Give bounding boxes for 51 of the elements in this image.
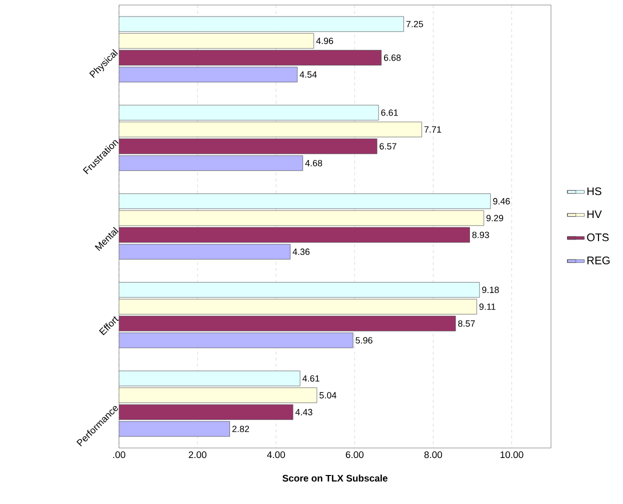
x-tick-label: 6.00 bbox=[346, 451, 364, 458]
bar bbox=[119, 194, 491, 209]
legend-label: HV bbox=[587, 210, 602, 218]
data-label: 4.54 bbox=[300, 71, 317, 78]
legend-label: REG bbox=[587, 256, 610, 264]
data-label: 4.36 bbox=[292, 248, 310, 255]
data-label: 4.43 bbox=[295, 408, 312, 416]
bar bbox=[119, 33, 314, 49]
bar bbox=[119, 104, 379, 120]
data-label: 9.18 bbox=[482, 286, 499, 294]
data-label: 4.61 bbox=[302, 375, 320, 382]
data-label: 9.29 bbox=[486, 214, 504, 222]
x-axis-title: Score on TLX Subscale bbox=[282, 474, 388, 482]
bar bbox=[119, 421, 230, 437]
data-label: 2.82 bbox=[232, 426, 250, 432]
data-label: 7.71 bbox=[424, 126, 442, 133]
x-tick-label: 4.00 bbox=[267, 451, 285, 458]
data-label: 8.57 bbox=[458, 320, 475, 327]
bar bbox=[119, 155, 304, 171]
bar bbox=[119, 388, 318, 404]
bar bbox=[119, 332, 354, 348]
bar bbox=[119, 244, 290, 260]
data-label: 7.25 bbox=[406, 20, 424, 28]
bar bbox=[119, 50, 382, 66]
data-label: 6.61 bbox=[381, 109, 398, 116]
bar bbox=[119, 282, 480, 298]
x-tick-label: 2.00 bbox=[188, 451, 206, 458]
bar bbox=[119, 370, 300, 386]
bar bbox=[119, 122, 422, 138]
bar bbox=[119, 210, 484, 226]
data-label: 4.96 bbox=[316, 38, 334, 44]
legend-label: OTS bbox=[587, 233, 609, 242]
data-label: 9.11 bbox=[479, 303, 496, 310]
bar bbox=[119, 404, 294, 420]
data-label: 5.96 bbox=[356, 337, 372, 344]
bar bbox=[119, 16, 404, 32]
legend-label: HS bbox=[587, 187, 602, 196]
x-tick-label: .00 bbox=[113, 451, 126, 458]
x-tick-label: 10.00 bbox=[500, 451, 524, 458]
bar bbox=[119, 66, 298, 82]
data-label: 6.68 bbox=[384, 54, 401, 61]
data-label: 5.04 bbox=[320, 392, 336, 398]
x-tick-label: 8.00 bbox=[424, 451, 442, 458]
data-label: 9.46 bbox=[493, 198, 510, 204]
data-label: 8.93 bbox=[472, 232, 490, 238]
bar bbox=[119, 316, 456, 332]
data-label: 6.57 bbox=[380, 143, 396, 150]
bar bbox=[119, 227, 470, 243]
bar bbox=[119, 138, 378, 154]
data-label: 4.68 bbox=[305, 160, 322, 166]
bar bbox=[119, 298, 477, 314]
